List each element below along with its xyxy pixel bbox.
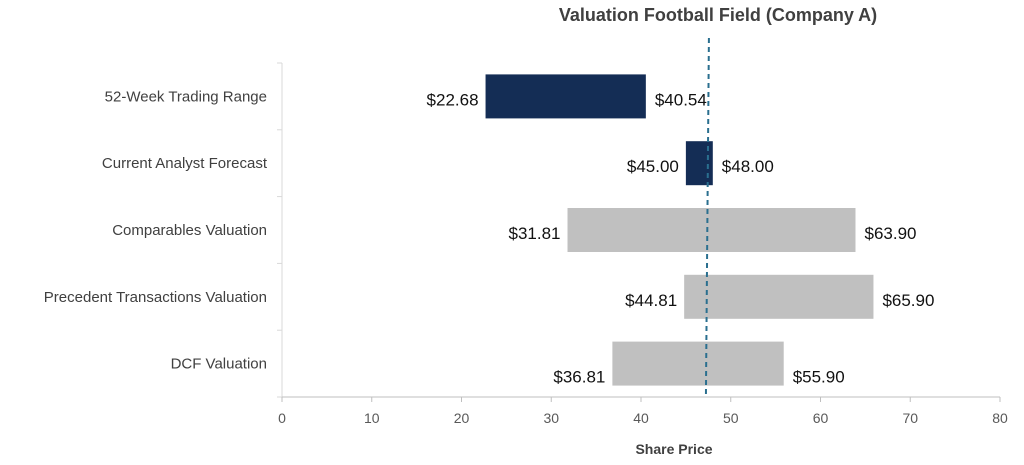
high-data-label: $63.90 bbox=[865, 224, 917, 243]
low-data-label: $31.81 bbox=[508, 224, 560, 243]
x-axis-label: Share Price bbox=[635, 441, 712, 457]
low-data-label: $36.81 bbox=[553, 368, 605, 387]
x-tick-label: 20 bbox=[454, 410, 470, 426]
low-data-label: $44.81 bbox=[625, 291, 677, 310]
range-bar bbox=[612, 341, 784, 386]
category-label: Comparables Valuation bbox=[112, 222, 267, 239]
low-data-label: $45.00 bbox=[627, 157, 679, 176]
x-tick-label: 70 bbox=[902, 410, 918, 426]
range-bar bbox=[485, 74, 646, 119]
x-tick-label: 50 bbox=[723, 410, 739, 426]
low-data-label: $22.68 bbox=[427, 90, 479, 109]
x-tick-label: 80 bbox=[992, 410, 1008, 426]
category-label: 52-Week Trading Range bbox=[105, 88, 267, 105]
high-data-label: $65.90 bbox=[882, 291, 934, 310]
category-label: Current Analyst Forecast bbox=[102, 155, 268, 172]
category-label: DCF Valuation bbox=[171, 356, 267, 373]
high-data-label: $40.54 bbox=[655, 90, 707, 109]
x-tick-label: 60 bbox=[813, 410, 829, 426]
range-bar bbox=[567, 208, 856, 252]
x-tick-label: 10 bbox=[364, 410, 380, 426]
x-tick-label: 30 bbox=[543, 410, 559, 426]
current-price-reference-line bbox=[704, 37, 710, 398]
high-data-label: $48.00 bbox=[722, 157, 774, 176]
x-tick-label: 40 bbox=[633, 410, 649, 426]
high-data-label: $55.90 bbox=[793, 368, 845, 387]
category-label: Precedent Transactions Valuation bbox=[44, 289, 267, 306]
x-tick-label: 0 bbox=[278, 410, 286, 426]
chart-title: Valuation Football Field (Company A) bbox=[559, 5, 877, 25]
range-bar bbox=[684, 274, 874, 319]
